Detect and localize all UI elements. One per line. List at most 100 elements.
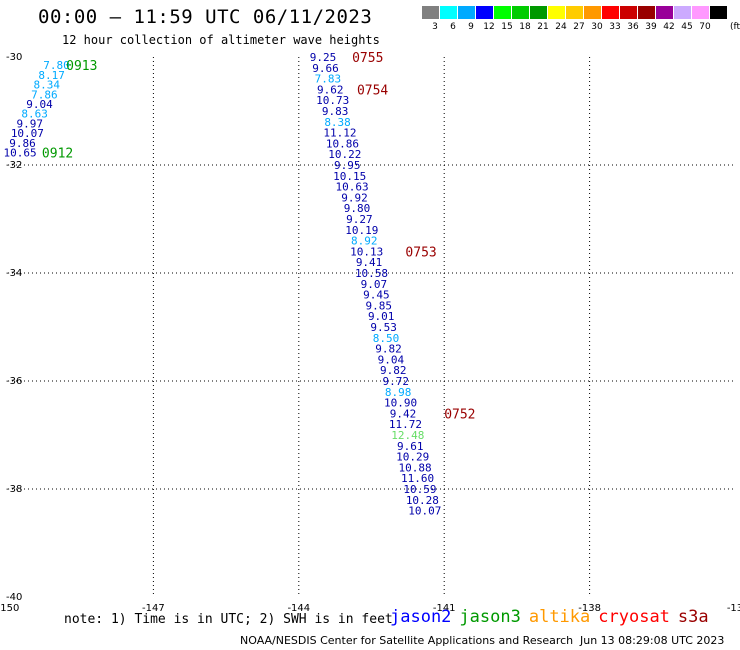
- colorbar-label: 45: [681, 22, 693, 32]
- wave-height-label: 10.07: [408, 505, 441, 518]
- time-label: 0752: [444, 407, 475, 422]
- colorbar-swatch: [548, 6, 565, 19]
- wave-height-label: 8.98: [385, 386, 412, 399]
- colorbar-swatch: [692, 6, 709, 19]
- wave-height-label: 10.86: [326, 137, 359, 150]
- colorbar-swatch: [476, 6, 493, 19]
- x-tick-label: -138: [578, 603, 601, 614]
- wave-height-label: 9.97: [17, 117, 44, 130]
- colorbar-swatch: [512, 6, 529, 19]
- colorbar-swatch: [620, 6, 637, 19]
- colorbar-swatch: [494, 6, 511, 19]
- x-tick-label: -144: [287, 603, 310, 614]
- credit-text: NOAA/NESDIS Center for Satellite Applica…: [240, 634, 574, 647]
- wave-height-label: 9.86: [9, 137, 36, 150]
- wave-height-label: 8.63: [21, 108, 48, 121]
- wave-height-label: 10.13: [350, 245, 383, 258]
- wave-height-label: 8.92: [351, 235, 378, 248]
- wave-height-label: 9.41: [356, 256, 383, 269]
- wave-height-label: 9.61: [397, 440, 424, 453]
- colorbar-swatch: [584, 6, 601, 19]
- wave-height-label: 11.72: [389, 418, 422, 431]
- colorbar-swatch: [710, 6, 727, 19]
- time-label: 0754: [357, 83, 388, 98]
- wave-height-label: 9.80: [344, 202, 371, 215]
- colorbar-label: 18: [519, 22, 531, 32]
- wave-height-label: 10.59: [403, 483, 436, 496]
- colorbar-label: 6: [450, 22, 456, 32]
- satellite-legend: jason2 jason3 altika cryosat s3a: [390, 607, 717, 627]
- colorbar-label: 70: [699, 22, 711, 32]
- wave-height-label: 9.66: [312, 62, 339, 75]
- x-tick-label: -150: [0, 603, 19, 614]
- wave-height-label: 10.19: [345, 224, 378, 237]
- colorbar-label: 15: [501, 22, 513, 32]
- colorbar-label: 21: [537, 22, 549, 32]
- wave-height-label: 9.95: [334, 159, 361, 172]
- wave-height-label: 9.45: [363, 289, 390, 302]
- wave-height-label: 9.85: [366, 299, 393, 312]
- satellite-cryosat: cryosat: [598, 607, 670, 627]
- y-tick-label: -30: [6, 52, 22, 63]
- colorbar-label: 36: [627, 22, 639, 32]
- colorbar-swatch: [674, 6, 691, 19]
- x-tick-label: -13: [727, 603, 740, 614]
- time-label: 0912: [42, 147, 73, 162]
- wave-height-label: 11.12: [323, 127, 356, 140]
- wave-height-label: 10.90: [384, 397, 417, 410]
- y-tick-label: -38: [6, 484, 22, 495]
- x-tick-label: -147: [142, 603, 165, 614]
- chart-title: 00:00 – 11:59 UTC 06/11/2023: [38, 6, 373, 28]
- colorbar-label: 27: [573, 22, 585, 32]
- colorbar-label: 12: [483, 22, 495, 32]
- wave-height-label: 10.63: [336, 181, 369, 194]
- wave-height-label: 11.60: [401, 472, 434, 485]
- satellite-s3a: s3a: [677, 607, 709, 627]
- colorbar-swatch: [602, 6, 619, 19]
- satellite-jason2: jason2: [390, 607, 452, 627]
- colorbar-label: 24: [555, 22, 567, 32]
- wave-height-label: 9.82: [380, 364, 407, 377]
- wave-height-label: 10.58: [355, 267, 388, 280]
- colorbar-swatch: [638, 6, 655, 19]
- wave-height-label: 7.86: [31, 88, 58, 101]
- colorbar-swatch: [530, 6, 547, 19]
- time-label: 0753: [405, 245, 436, 260]
- wave-height-label: 9.53: [370, 321, 397, 334]
- wave-height-label: 9.04: [26, 98, 53, 111]
- wave-height-label: 10.07: [11, 127, 44, 140]
- wave-height-label: 9.92: [341, 191, 368, 204]
- wave-height-label: 8.17: [38, 69, 65, 82]
- wave-height-label: 10.88: [399, 461, 432, 474]
- wave-height-label: 7.83: [315, 73, 342, 86]
- colorbar-swatch: [440, 6, 457, 19]
- wave-height-label: 9.82: [375, 343, 402, 356]
- wave-height-label: 10.29: [396, 451, 429, 464]
- colorbar-swatch: [566, 6, 583, 19]
- chart-subtitle: 12 hour collection of altimeter wave hei…: [62, 33, 380, 47]
- time-label: 0755: [352, 51, 383, 66]
- wave-height-label: 9.83: [322, 105, 349, 118]
- y-tick-label: -40: [6, 592, 22, 603]
- colorbar-swatch: [458, 6, 475, 19]
- wave-height-label: 10.28: [406, 494, 439, 507]
- wave-height-label: 10.15: [333, 170, 366, 183]
- wave-height-label: 8.50: [373, 332, 400, 345]
- timestamp-text: Jun 13 08:29:08 UTC 2023: [580, 634, 725, 647]
- colorbar-label: 3: [432, 22, 438, 32]
- colorbar-label: 9: [468, 22, 474, 32]
- footer-note: note: 1) Time is in UTC; 2) SWH is in fe…: [64, 612, 393, 627]
- colorbar-unit: (ft): [730, 22, 740, 32]
- wave-height-label: 9.01: [368, 310, 395, 323]
- colorbar-label: 42: [663, 22, 675, 32]
- colorbar-label: 30: [591, 22, 603, 32]
- wave-height-label: 7.80: [43, 59, 70, 72]
- satellite-altika: altika: [528, 607, 591, 627]
- wave-height-label: 9.62: [317, 83, 344, 96]
- time-label: 0913: [66, 59, 97, 74]
- wave-height-label: 8.34: [34, 79, 61, 92]
- wave-height-label: 9.25: [310, 51, 337, 64]
- wave-height-label: 10.65: [4, 147, 37, 160]
- wave-height-label: 9.07: [361, 278, 388, 291]
